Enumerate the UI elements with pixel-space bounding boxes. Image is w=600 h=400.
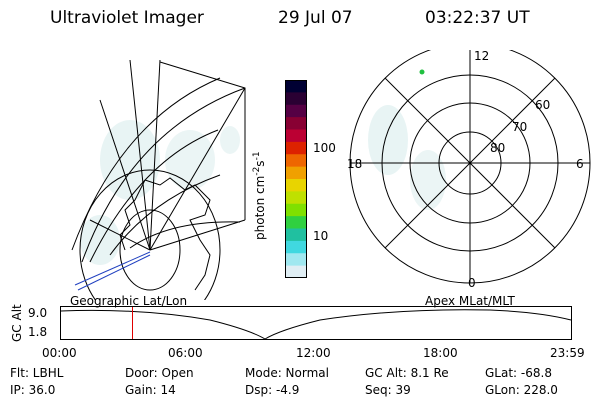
apex-panel-label: Apex MLat/MLT (425, 294, 515, 308)
colorbar-tick-10: 10 (313, 229, 329, 243)
gc-alt-info: GC Alt: 8.1 Re (365, 366, 449, 380)
aurora-speckle-polar (368, 105, 446, 210)
colorbar (285, 80, 307, 278)
bright-spot (419, 69, 425, 75)
track-lines (74, 251, 151, 291)
timeline-ymin: 1.8 (28, 325, 48, 339)
colorbar-segment (285, 141, 307, 155)
colorbar-segment (285, 166, 307, 180)
colorbar-segment (285, 104, 307, 118)
geographic-panel-label: Geographic Lat/Lon (70, 294, 188, 308)
timeline-tick-0600: 06:00 (168, 346, 203, 360)
timeline-tick-1200: 12:00 (296, 346, 331, 360)
glon-info: GLon: 228.0 (485, 383, 558, 397)
colorbar-segment (285, 179, 307, 192)
colorbar-label: photon cm-2s-1 (252, 151, 267, 240)
door-info: Door: Open (125, 366, 194, 380)
timeline-tick-0000: 00:00 (42, 346, 77, 360)
aurora-speckle (80, 120, 240, 265)
colorbar-segment (285, 92, 307, 106)
colorbar-segment (285, 240, 307, 254)
mode-info: Mode: Normal (245, 366, 329, 380)
date-label: 29 Jul 07 (278, 8, 353, 28)
filter-info: Flt: LBHL (10, 366, 64, 380)
mlat-label-60: 60 (535, 98, 551, 112)
ip-info: IP: 36.0 (10, 383, 56, 397)
time-label: 03:22:37 UT (425, 8, 530, 28)
mlt-label-6: 6 (576, 157, 584, 171)
coastline (119, 177, 211, 291)
latlon-grid (71, 59, 246, 300)
seq-info: Seq: 39 (365, 383, 411, 397)
colorbar-segment (285, 265, 307, 278)
timeline-tick-2359: 23:59 (550, 346, 585, 360)
timeline-tick-1800: 18:00 (423, 346, 458, 360)
colorbar-tick-100: 100 (313, 141, 336, 155)
dsp-info: Dsp: -4.9 (245, 383, 300, 397)
colorbar-segment (285, 154, 307, 168)
colorbar-segment (285, 117, 307, 131)
timeline-ylabel: GC Alt (10, 304, 24, 342)
colorbar-segment (285, 80, 307, 93)
mlt-label-18: 18 (347, 157, 363, 171)
glat-info: GLat: -68.8 (485, 366, 552, 380)
timeline-ymax: 9.0 (28, 306, 48, 320)
colorbar-segment (285, 253, 307, 267)
mlat-label-80: 80 (490, 141, 506, 155)
colorbar-segment (285, 129, 307, 143)
colorbar-segment (285, 216, 307, 230)
geographic-map (71, 59, 246, 300)
colorbar-segment (285, 203, 307, 217)
mlt-label-12: 12 (474, 49, 490, 63)
instrument-title: Ultraviolet Imager (50, 8, 204, 28)
mlt-label-0: 0 (468, 276, 476, 290)
orbit-timeline (60, 306, 572, 340)
colorbar-segment (285, 228, 307, 242)
gain-info: Gain: 14 (125, 383, 176, 397)
polar-grid (349, 50, 591, 284)
mlat-label-70: 70 (512, 120, 528, 134)
colorbar-segment (285, 191, 307, 205)
polar-plot (349, 50, 591, 284)
